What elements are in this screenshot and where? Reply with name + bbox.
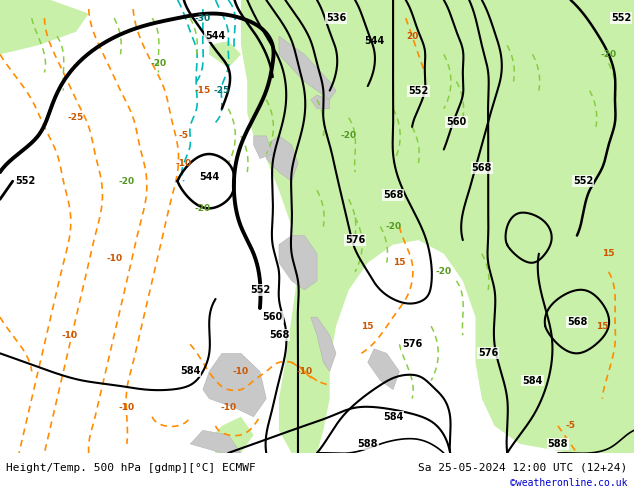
Text: 552: 552 (573, 176, 593, 186)
Text: -20: -20 (340, 131, 357, 141)
Text: 568: 568 (472, 163, 492, 172)
Text: 588: 588 (548, 439, 568, 449)
Polygon shape (368, 349, 399, 390)
Text: -20: -20 (436, 268, 452, 276)
Text: -20: -20 (150, 59, 167, 68)
Text: -10: -10 (119, 403, 135, 412)
Text: 576: 576 (345, 235, 365, 245)
Text: 15: 15 (393, 258, 406, 267)
Text: 552: 552 (250, 285, 270, 295)
Text: 15: 15 (361, 321, 374, 331)
Text: 15: 15 (596, 321, 609, 331)
Polygon shape (254, 136, 273, 159)
Text: -25: -25 (214, 86, 230, 95)
Text: Height/Temp. 500 hPa [gdmp][°C] ECMWF: Height/Temp. 500 hPa [gdmp][°C] ECMWF (6, 463, 256, 473)
Text: Sa 25-05-2024 12:00 UTC (12+24): Sa 25-05-2024 12:00 UTC (12+24) (418, 463, 628, 473)
Text: -15: -15 (195, 86, 211, 95)
Text: -30: -30 (195, 14, 211, 23)
Polygon shape (311, 95, 330, 109)
Text: ©weatheronline.co.uk: ©weatheronline.co.uk (510, 478, 628, 488)
Text: 568: 568 (383, 190, 403, 200)
Text: 584: 584 (522, 375, 543, 386)
Polygon shape (545, 285, 621, 353)
Text: -10: -10 (176, 159, 192, 168)
Text: 568: 568 (269, 330, 289, 340)
Text: -5: -5 (566, 421, 576, 430)
Text: 588: 588 (358, 439, 378, 449)
Polygon shape (209, 417, 254, 453)
Text: 560: 560 (262, 312, 283, 322)
Polygon shape (209, 41, 241, 68)
Polygon shape (0, 0, 25, 9)
Text: 576: 576 (478, 348, 498, 358)
Polygon shape (266, 136, 298, 181)
Text: 536: 536 (326, 13, 346, 23)
Polygon shape (311, 317, 336, 371)
Text: 576: 576 (402, 339, 422, 349)
Text: 560: 560 (446, 117, 467, 127)
Text: -25: -25 (68, 113, 84, 122)
Text: -20: -20 (600, 50, 617, 59)
Text: -5: -5 (179, 131, 189, 141)
Text: -10: -10 (61, 331, 78, 340)
Polygon shape (279, 36, 336, 99)
Text: -20: -20 (385, 222, 401, 231)
Text: 552: 552 (611, 13, 631, 23)
Text: 584: 584 (383, 412, 403, 422)
Text: -10: -10 (220, 403, 236, 412)
Polygon shape (279, 236, 317, 290)
Text: 552: 552 (15, 176, 36, 186)
Text: 544: 544 (205, 31, 226, 41)
Text: -10: -10 (106, 254, 122, 263)
Text: 20: 20 (406, 32, 418, 41)
Polygon shape (0, 0, 89, 54)
Text: -10: -10 (296, 367, 313, 376)
Text: -20: -20 (119, 177, 135, 186)
Text: 544: 544 (199, 172, 219, 182)
Polygon shape (190, 430, 241, 453)
Text: 544: 544 (364, 36, 384, 46)
Text: 552: 552 (408, 86, 429, 96)
Polygon shape (241, 0, 634, 453)
Polygon shape (203, 353, 266, 417)
Text: 15: 15 (602, 249, 615, 258)
Text: 568: 568 (567, 317, 587, 327)
Text: 584: 584 (180, 367, 200, 376)
Text: -20: -20 (195, 204, 211, 213)
Text: -10: -10 (233, 367, 249, 376)
